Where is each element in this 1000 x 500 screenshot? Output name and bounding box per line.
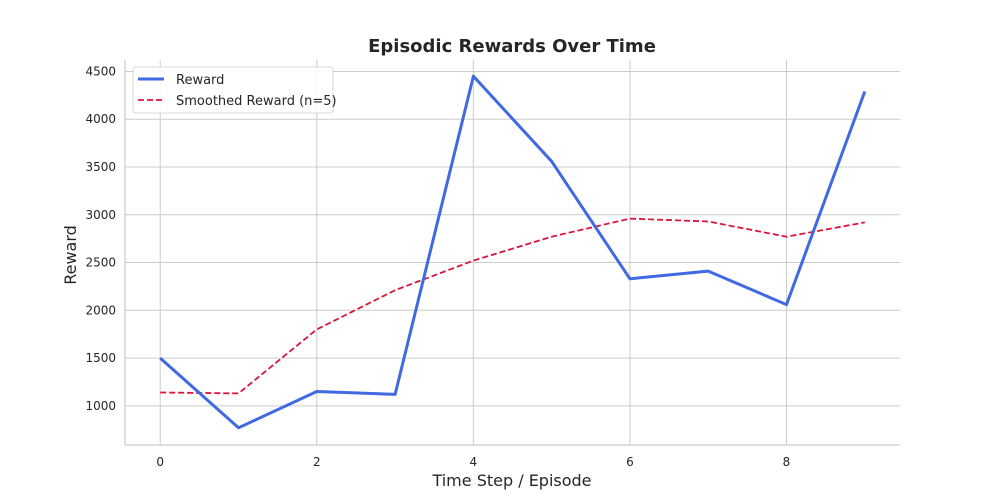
x-tick-label: 0 — [156, 455, 164, 469]
y-axis-label: Reward — [61, 225, 80, 285]
series-line-reward — [159, 74, 867, 430]
y-tick-label: 3500 — [85, 160, 116, 174]
x-tick-label: 2 — [313, 455, 321, 469]
legend-label: Smoothed Reward (n=5) — [176, 94, 337, 109]
y-tick-label: 2500 — [85, 256, 116, 270]
y-tick-label: 4000 — [85, 112, 116, 126]
y-tick-label: 1000 — [85, 399, 116, 413]
series-line-smoothed-reward — [160, 217, 865, 395]
y-tick-label: 3000 — [85, 208, 116, 222]
axes — [124, 60, 900, 446]
y-tick-label: 4500 — [85, 64, 116, 78]
ticks: 0 2 4 6 8 1000 1500 2000 2500 3000 3500 4000 4500 — [85, 64, 790, 469]
x-tick-label: 6 — [626, 455, 634, 469]
legend-box — [132, 66, 334, 114]
x-tick-label: 4 — [470, 455, 478, 469]
chart-title: Episodic Rewards Over Time — [368, 36, 656, 57]
y-tick-label: 2000 — [85, 303, 116, 317]
y-tick-label: 1500 — [85, 351, 116, 365]
legend-label: Reward — [176, 73, 224, 88]
x-tick-label: 8 — [783, 455, 791, 469]
x-axis-label: Time Step / Episode — [431, 471, 591, 490]
legend: Reward Smoothed Reward (n=5) — [132, 66, 337, 114]
series-group — [159, 74, 867, 430]
grid — [125, 60, 900, 445]
